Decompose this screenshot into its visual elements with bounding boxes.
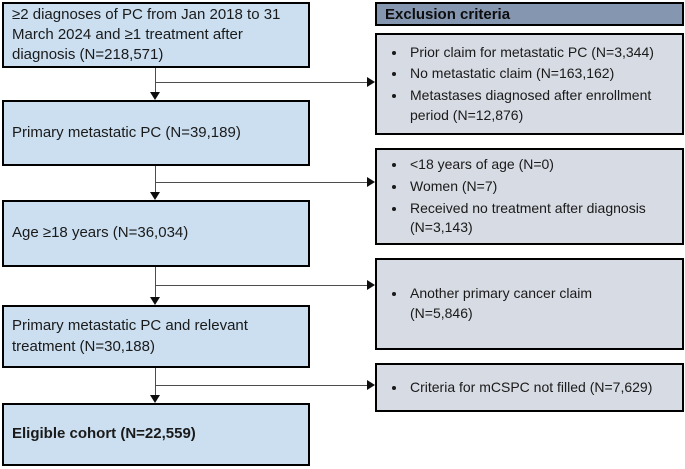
flow-box-age: Age ≥18 years (N=36,034) [2,200,310,267]
flow-box-eligible-cohort: Eligible cohort (N=22,559) [2,403,310,466]
bullet-item: No metastatic claim (N=163,162) [407,64,676,84]
exclusion-box-age-sex-treatment: <18 years of age (N=0)Women (N=7)Receive… [375,148,684,245]
bullet-item: Prior claim for metastatic PC (N=3,344) [407,43,676,63]
exclusion-bullet-list: Another primary cancer claim (N=5,846) [383,282,628,325]
connector-horizontal-line [155,82,367,83]
arrowhead-down-icon [150,92,160,100]
exclusion-box-mcspc-criteria: Criteria for mCSPC not filled (N=7,629) [375,363,684,412]
exclusion-criteria-header: Exclusion criteria [375,2,684,26]
bullet-item: Criteria for mCSPC not filled (N=7,629) [407,378,652,398]
exclusion-bullet-list: Criteria for mCSPC not filled (N=7,629) [383,376,652,400]
bullet-item: Metastases diagnosed after enrollment pe… [407,86,676,125]
arrowhead-down-icon [150,395,160,403]
bullet-item: Received no treatment after diagnosis (N… [407,199,676,238]
bullet-item: <18 years of age (N=0) [407,155,676,175]
flow-box-text: Age ≥18 years (N=36,034) [12,224,189,242]
arrowhead-right-icon [367,77,375,87]
exclusion-header-label: Exclusion criteria [385,5,511,23]
flow-box-primary-metastatic: Primary metastatic PC (N=39,189) [2,100,310,166]
flow-box-text: Eligible cohort (N=22,559) [12,425,196,443]
bullet-item: Another primary cancer claim (N=5,846) [407,284,628,323]
arrowhead-right-icon [367,380,375,390]
flow-box-relevant-treatment: Primary metastatic PC and relevant treat… [2,305,310,368]
connector-vertical-line [155,368,156,396]
exclusion-box-metastatic-claims: Prior claim for metastatic PC (N=3,344)N… [375,33,684,135]
connector-horizontal-line [155,285,367,286]
arrowhead-down-icon [150,297,160,305]
exclusion-box-other-cancer: Another primary cancer claim (N=5,846) [375,258,684,350]
flow-box-text: Primary metastatic PC (N=39,189) [12,123,241,141]
arrowhead-right-icon [367,280,375,290]
arrowhead-down-icon [150,192,160,200]
exclusion-bullet-list: Prior claim for metastatic PC (N=3,344)N… [383,41,676,127]
connector-vertical-line [155,166,156,193]
exclusion-bullet-list: <18 years of age (N=0)Women (N=7)Receive… [383,153,676,239]
bullet-item: Women (N=7) [407,177,676,197]
connector-horizontal-line [155,182,367,183]
flow-box-text: Primary metastatic PC and relevant treat… [12,317,248,355]
flow-box-text: ≥2 diagnoses of PC from Jan 2018 to 31 M… [12,5,281,64]
flow-box-initial-diagnoses: ≥2 diagnoses of PC from Jan 2018 to 31 M… [2,2,310,68]
connector-vertical-line [155,267,156,298]
connector-horizontal-line [155,385,367,386]
arrowhead-right-icon [367,177,375,187]
connector-vertical-line [155,68,156,93]
